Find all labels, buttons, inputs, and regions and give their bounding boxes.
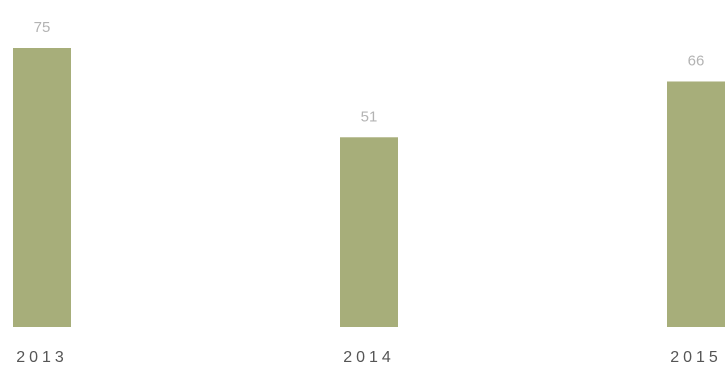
bar-2015: [667, 81, 725, 327]
category-label: 2014: [343, 349, 395, 366]
bar-2014: [340, 137, 398, 327]
bar-value-label: 75: [34, 19, 51, 36]
bar-2013: [13, 48, 71, 327]
bar-value-label: 51: [361, 108, 378, 125]
category-label: 2013: [16, 349, 68, 366]
category-label: 2015: [670, 349, 722, 366]
bar-value-label: 66: [688, 52, 705, 69]
